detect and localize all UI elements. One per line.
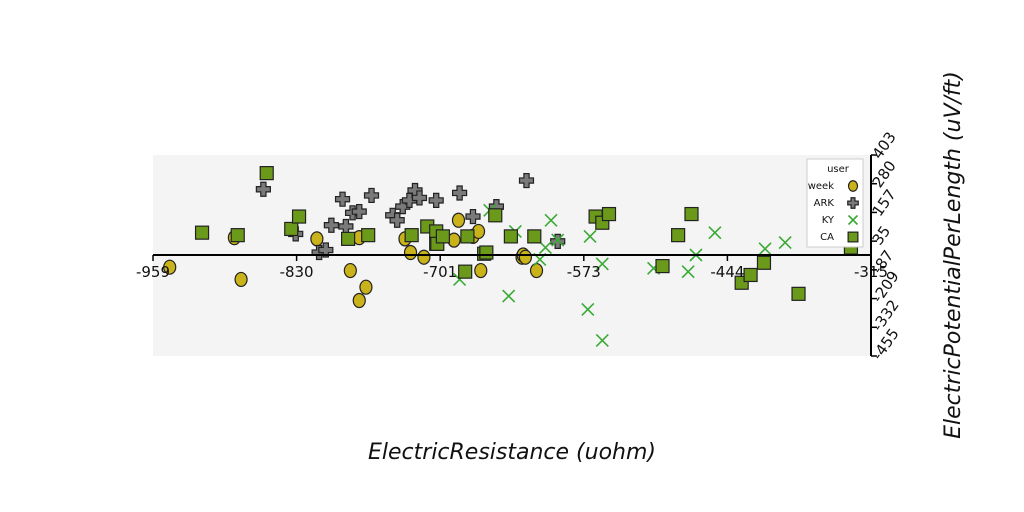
- data-point-week: [474, 262, 488, 279]
- data-point-KY: [681, 265, 695, 279]
- data-point-CA: [291, 209, 307, 224]
- data-point-ARK: [363, 187, 380, 204]
- data-point-ARK: [428, 192, 444, 209]
- data-point-CA: [655, 258, 670, 274]
- data-point-ARK: [550, 233, 566, 249]
- series-KY: [453, 203, 792, 348]
- data-point-KY: [583, 229, 597, 243]
- legend: user week ARK KY CA: [806, 158, 864, 248]
- data-point-CA: [194, 225, 210, 240]
- data-point-CA: [361, 228, 376, 243]
- data-point-CA: [671, 228, 686, 243]
- data-point-KY: [581, 302, 595, 316]
- data-point-ARK: [334, 191, 351, 207]
- data-point-ARK: [323, 217, 339, 233]
- legend-marker-CA: [847, 231, 859, 243]
- data-point-week: [343, 262, 357, 279]
- legend-label: KY: [822, 215, 835, 226]
- x-tick-label: -830: [280, 263, 314, 281]
- legend-label: CA: [820, 232, 834, 243]
- data-point-CA: [479, 245, 494, 260]
- data-point-CA: [404, 228, 419, 243]
- data-point-week: [451, 212, 466, 228]
- data-point-ARK: [395, 199, 411, 215]
- data-point-CA: [791, 286, 806, 301]
- data-point-CA: [488, 208, 503, 223]
- data-point-week: [359, 279, 373, 295]
- data-point-week: [529, 262, 544, 279]
- x-tick-label: -444: [710, 263, 744, 281]
- data-point-CA: [458, 264, 473, 279]
- series-ARK: [255, 172, 566, 261]
- data-point-KY: [778, 236, 792, 250]
- data-point-CA: [460, 229, 475, 244]
- data-point-week: [163, 259, 177, 275]
- series-CA: [194, 166, 859, 301]
- x-tick-label: -701: [423, 263, 457, 281]
- y-tick-label: 35: [869, 222, 895, 248]
- data-point-ARK: [411, 190, 428, 206]
- data-point-KY: [544, 213, 558, 227]
- data-point-CA: [230, 228, 245, 243]
- data-point-ARK: [451, 185, 468, 201]
- legend-marker-KY: [847, 214, 859, 226]
- data-point-ARK: [318, 242, 334, 258]
- x-axis-title: ElectricResistance (uohm): [368, 440, 656, 465]
- x-axis-ticks: -959 -830 -701 -573 -444 -315: [136, 255, 888, 281]
- data-point-ARK: [389, 212, 405, 228]
- legend-marker-ARK: [847, 197, 859, 209]
- data-point-week: [310, 231, 324, 247]
- data-point-CA: [756, 255, 772, 270]
- data-point-CA: [684, 206, 699, 222]
- x-tick-label: -573: [567, 263, 601, 281]
- legend-marker-week: [847, 180, 859, 192]
- legend-label: week: [808, 181, 834, 192]
- data-point-week: [417, 249, 431, 265]
- data-point-KY: [758, 242, 772, 256]
- chart-marks: [163, 166, 859, 348]
- data-point-KY: [708, 226, 722, 240]
- y-tick-label: 157: [869, 186, 900, 220]
- data-point-ARK: [351, 203, 367, 220]
- data-point-CA: [259, 166, 274, 181]
- data-point-CA: [527, 229, 542, 244]
- data-point-ARK: [465, 208, 481, 225]
- data-point-CA: [601, 206, 617, 222]
- data-point-CA: [435, 229, 450, 244]
- data-point-week: [352, 292, 366, 309]
- data-point-week: [403, 244, 418, 261]
- data-point-CA: [341, 231, 356, 246]
- data-point-week: [518, 249, 532, 265]
- data-point-week: [234, 271, 248, 288]
- data-point-KY: [595, 257, 609, 271]
- data-point-CA: [284, 221, 299, 237]
- x-tick-label: -315: [854, 263, 888, 281]
- y-tick-label: -455: [869, 325, 903, 363]
- data-point-CA: [503, 229, 518, 244]
- y-axis-title: ElectricPotentialPerLength (uV/ft): [941, 71, 966, 439]
- data-point-ARK: [255, 181, 271, 197]
- data-point-CA: [743, 267, 758, 283]
- data-point-KY: [551, 233, 565, 247]
- data-point-ARK: [518, 172, 535, 189]
- legend-label: ARK: [814, 198, 835, 209]
- data-point-KY: [502, 289, 516, 303]
- x-tick-label: -959: [136, 263, 170, 281]
- legend-title: user: [827, 164, 850, 175]
- data-point-KY: [538, 240, 553, 255]
- data-point-KY: [595, 333, 609, 348]
